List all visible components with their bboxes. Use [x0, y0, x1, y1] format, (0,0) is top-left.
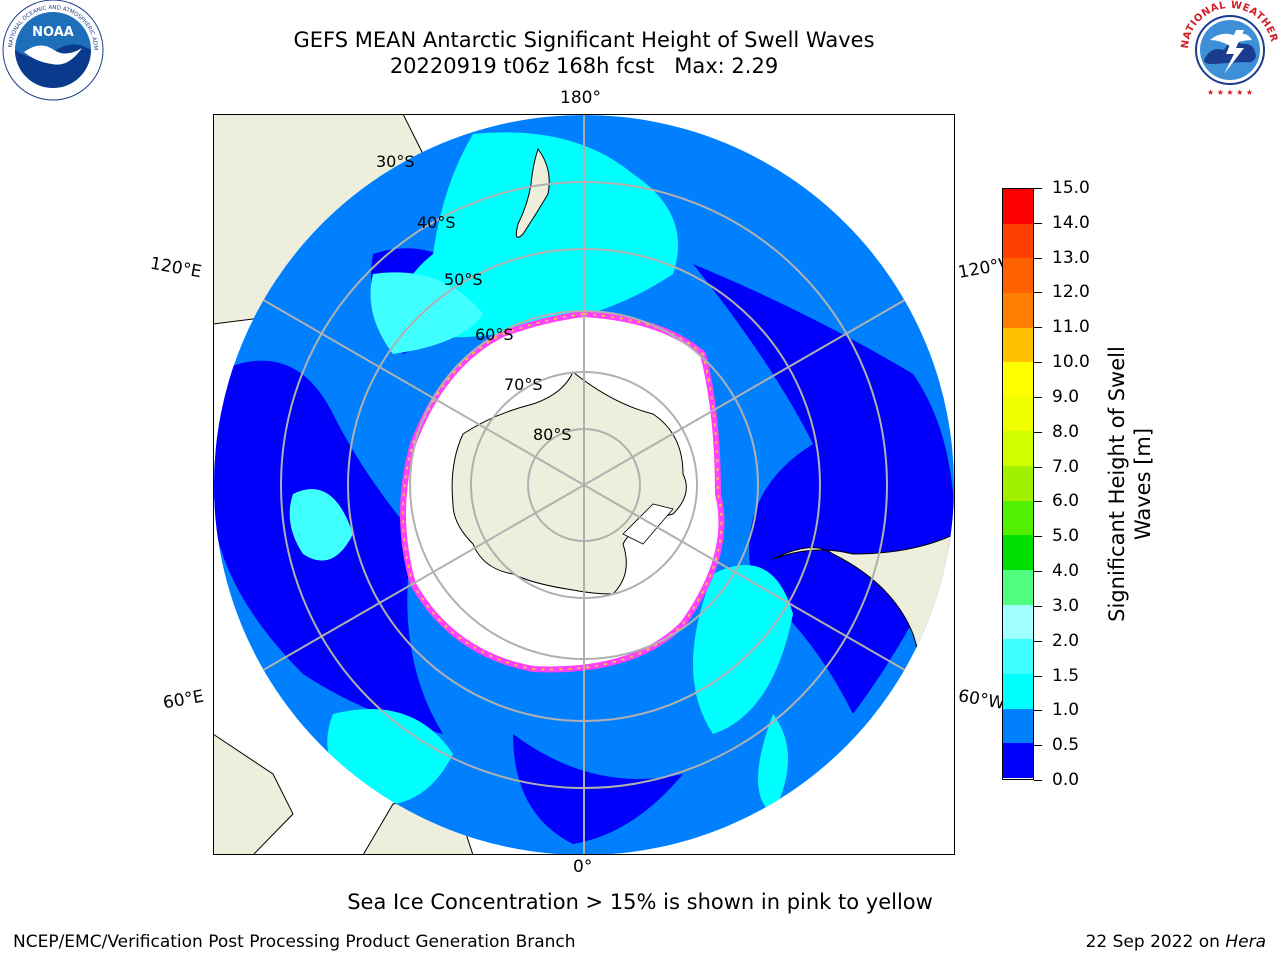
- colorbar-tick: [1034, 745, 1042, 747]
- weddell-ice-shelf: [621, 503, 674, 544]
- colorbar-segment: [1003, 431, 1033, 467]
- colorbar-segment: [1003, 466, 1033, 501]
- colorbar-segment: [1003, 292, 1033, 328]
- ocean-low-swell-south: [512, 733, 683, 844]
- chart-title: GEFS MEAN Antarctic Significant Height o…: [293, 28, 875, 52]
- colorbar-tick: [1034, 501, 1042, 503]
- colorbar-tick-label: 14.0: [1052, 212, 1090, 233]
- ocean-high-swell-drake: [692, 564, 793, 734]
- lon-label-120e: 120°E: [148, 253, 204, 283]
- colorbar-segment: [1003, 327, 1033, 363]
- colorbar-segment: [1003, 570, 1033, 605]
- colorbar-segment: [1003, 673, 1033, 709]
- colorbar-tick-label: 8.0: [1052, 421, 1080, 442]
- ocean-high-swell-tasman: [370, 271, 483, 354]
- colorbar-tick-label: 1.0: [1052, 700, 1080, 721]
- colorbar-tick-label: 5.0: [1052, 526, 1080, 547]
- lat-label-30s: 30°S: [376, 152, 415, 171]
- svg-text:★ ★ ★ ★ ★: ★ ★ ★ ★ ★: [1207, 88, 1253, 97]
- colorbar: [1002, 188, 1034, 780]
- colorbar-tick-label: 9.0: [1052, 386, 1080, 407]
- colorbar-segment: [1003, 535, 1033, 571]
- colorbar-tick-label: 15.0: [1052, 178, 1090, 198]
- colorbar-tick-label: 3.0: [1052, 595, 1080, 616]
- map-frame: [213, 114, 955, 855]
- colorbar-tick-label: 0.0: [1052, 770, 1080, 790]
- ocean-high-swell-atlantic: [757, 713, 788, 814]
- lat-label-40s: 40°S: [417, 213, 456, 232]
- forecast-run: 20220919 t06z 168h fcst: [389, 54, 655, 78]
- colorbar-tick: [1034, 780, 1042, 781]
- land-new-zealand: [515, 147, 550, 238]
- max-value: Max: 2.29: [674, 54, 779, 78]
- colorbar-tick: [1034, 431, 1042, 433]
- date-text: 22 Sep 2022 on: [1085, 932, 1220, 952]
- land-madagascar-region: [214, 733, 294, 854]
- colorbar-tick: [1034, 327, 1042, 329]
- colorbar-tick: [1034, 536, 1042, 538]
- antarctica: [451, 370, 687, 595]
- host-name: Hera: [1225, 932, 1266, 952]
- colorbar-tick: [1034, 257, 1042, 259]
- colorbar-segment: [1003, 639, 1033, 674]
- colorbar-label: Significant Height of Swell Waves [m]: [1105, 346, 1155, 622]
- colorbar-tick: [1034, 675, 1042, 677]
- national-weather-service-logo: NATIONAL WEATHER SERVICE ★ ★ ★ ★ ★: [1176, 0, 1280, 100]
- colorbar-tick-label: 2.0: [1052, 630, 1080, 651]
- antarctic-map: [214, 115, 954, 854]
- sea-ice-edge: [401, 312, 722, 670]
- colorbar-tick: [1034, 605, 1042, 607]
- colorbar-tick: [1034, 640, 1042, 642]
- colorbar-tick-label: 13.0: [1052, 247, 1090, 268]
- colorbar-tick-label: 12.0: [1052, 282, 1090, 303]
- lat-label-50s: 50°S: [444, 270, 483, 289]
- noaa-logo: NOAA NATIONAL OCEANIC AND ATMOSPHERIC AD…: [0, 0, 104, 102]
- colorbar-segment: [1003, 362, 1033, 397]
- colorbar-tick-label: 10.0: [1052, 352, 1090, 373]
- colorbar-tick-label: 0.5: [1052, 735, 1080, 756]
- colorbar-tick: [1034, 362, 1042, 364]
- colorbar-tick: [1034, 396, 1042, 398]
- ocean-high-swell-indian: [289, 488, 353, 561]
- colorbar-segment: [1003, 258, 1033, 293]
- longitude-lines: [214, 115, 954, 854]
- colorbar-tick: [1034, 222, 1042, 224]
- lon-label-60w: 60°W: [956, 686, 1007, 714]
- ocean-low-swell-east: [692, 263, 954, 714]
- colorbar-segment: [1003, 708, 1033, 744]
- organization-credit: NCEP/EMC/Verification Post Processing Pr…: [13, 932, 576, 952]
- lat-label-70s: 70°S: [504, 375, 543, 394]
- colorbar-tick-label: 4.0: [1052, 561, 1080, 582]
- colorbar-segment: [1003, 500, 1033, 536]
- colorbar-tick: [1034, 571, 1042, 573]
- colorbar-tick: [1034, 292, 1042, 294]
- colorbar-tick-label: 7.0: [1052, 456, 1080, 477]
- colorbar-tick: [1034, 710, 1042, 712]
- colorbar-segment: [1003, 223, 1033, 259]
- colorbar-tick: [1034, 188, 1042, 189]
- colorbar-tick-label: 11.0: [1052, 317, 1090, 338]
- lat-label-80s: 80°S: [533, 425, 572, 444]
- colorbar-segment: [1003, 396, 1033, 432]
- sea-ice-note: Sea Ice Concentration > 15% is shown in …: [347, 890, 933, 914]
- chart-subtitle: 20220919 t06z 168h fcst Max: 2.29: [184, 53, 984, 79]
- colorbar-tick: [1034, 466, 1042, 468]
- lon-label-0: 0°: [573, 857, 593, 877]
- colorbar-tick-label: 1.5: [1052, 665, 1080, 686]
- colorbar-segment: [1003, 189, 1033, 224]
- colorbar-tick-label: 6.0: [1052, 491, 1080, 512]
- lat-label-60s: 60°S: [475, 325, 514, 344]
- colorbar-segment: [1003, 743, 1033, 778]
- noaa-logo-text: NOAA: [32, 25, 74, 40]
- colorbar-segment: [1003, 604, 1033, 640]
- lon-label-60e: 60°E: [161, 686, 206, 714]
- lon-label-180: 180°: [560, 88, 601, 108]
- generation-date: 22 Sep 2022 on Hera: [1086, 932, 1266, 952]
